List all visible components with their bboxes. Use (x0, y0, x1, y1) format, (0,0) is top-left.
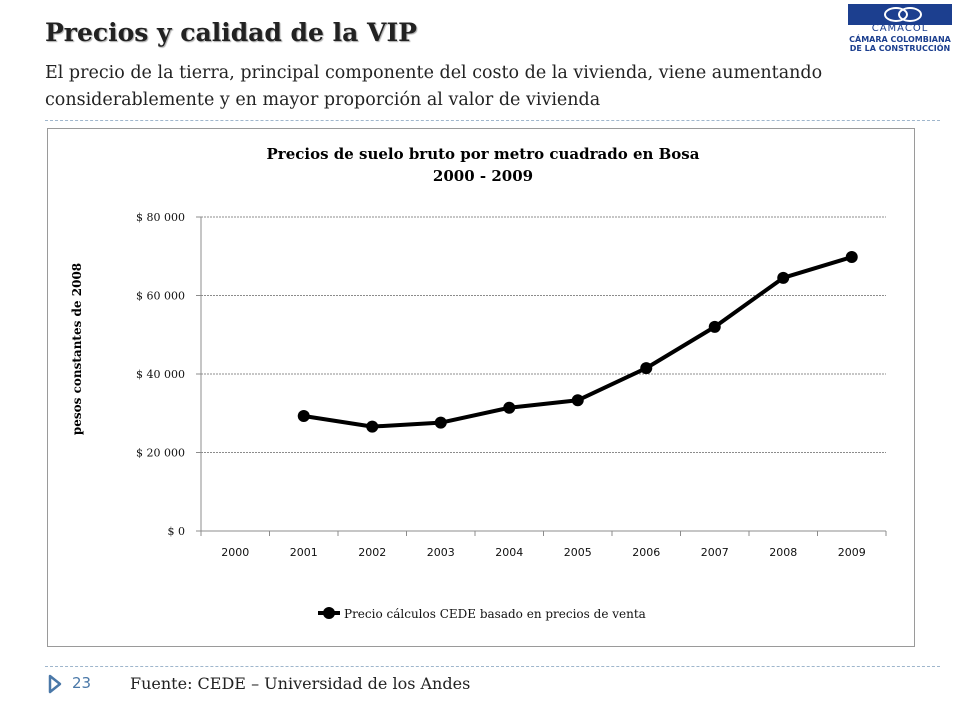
x-tick-label: 2009 (838, 546, 866, 559)
data-point (640, 362, 653, 375)
camacol-logo: CAMACOL CÁMARA COLOMBIANA DE LA CONSTRUC… (844, 4, 956, 54)
page-number: 23 (72, 674, 92, 692)
data-point (297, 409, 310, 422)
x-tick-label: 2002 (358, 546, 386, 559)
y-axis-label: pesos constantes de 2008 (70, 263, 84, 435)
logo-mark-icon (848, 4, 952, 25)
x-tick-label: 2006 (632, 546, 660, 559)
x-tick-label: 2007 (701, 546, 729, 559)
x-tick-label: 2008 (769, 546, 797, 559)
data-point (708, 320, 721, 333)
x-tick-label: 2001 (290, 546, 318, 559)
source-note: Fuente: CEDE – Universidad de los Andes (130, 674, 471, 693)
x-tick-label: 2003 (427, 546, 455, 559)
chart-frame: Precios de suelo bruto por metro cuadrad… (47, 128, 915, 647)
logo-name: CAMACOL (871, 23, 929, 34)
header-divider (45, 120, 940, 121)
data-point (434, 416, 447, 429)
chart-subtitle: 2000 - 2009 (433, 167, 533, 185)
data-point (571, 394, 584, 407)
data-point (845, 251, 858, 264)
x-tick-label: 2004 (495, 546, 523, 559)
y-tick-label: $ 20 000 (136, 447, 185, 460)
data-point (777, 271, 790, 284)
y-tick-label: $ 0 (168, 525, 186, 538)
x-tick-label: 2000 (221, 546, 249, 559)
y-tick-label: $ 40 000 (136, 368, 185, 381)
logo-tagline-1: CÁMARA COLOMBIANA (849, 35, 951, 44)
footer-divider (45, 666, 940, 667)
chevron-right-icon (48, 674, 62, 694)
legend-marker (323, 607, 335, 619)
logo-tagline-2: DE LA CONSTRUCCIÓN (849, 44, 951, 53)
chart-svg: Precios de suelo bruto por metro cuadrad… (70, 145, 887, 621)
chart-title: Precios de suelo bruto por metro cuadrad… (267, 145, 700, 163)
y-tick-label: $ 80 000 (136, 211, 185, 224)
x-tick-label: 2005 (564, 546, 592, 559)
slide-subtitle: El precio de la tierra, principal compon… (45, 63, 823, 110)
data-point (366, 420, 379, 433)
legend-label: Precio cálculos CEDE basado en precios d… (344, 607, 646, 621)
y-tick-label: $ 60 000 (136, 290, 185, 303)
data-point (503, 401, 516, 414)
slide-title: Precios y calidad de la VIP (45, 18, 417, 47)
